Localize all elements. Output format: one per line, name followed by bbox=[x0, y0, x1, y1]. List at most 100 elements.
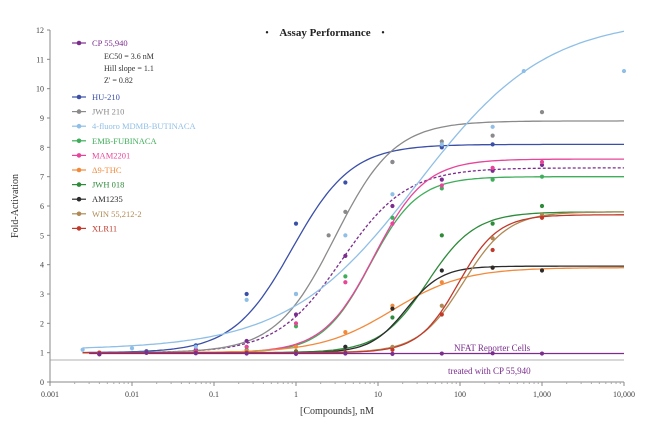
stat-hill-slope: Hill slope = 1.1 bbox=[104, 64, 154, 73]
legend-label: WIN 55,212-2 bbox=[92, 209, 142, 219]
data-point bbox=[244, 297, 249, 302]
title-bullet-left: • bbox=[265, 28, 269, 39]
data-point bbox=[343, 280, 348, 285]
x-tick-label: 0.001 bbox=[41, 390, 59, 399]
data-point bbox=[390, 203, 395, 209]
annotation: NFAT Reporter Cells treated with CP 55,9… bbox=[448, 343, 531, 376]
x-tick-label: 1 bbox=[294, 390, 298, 399]
x-tick-label: 0.1 bbox=[209, 390, 219, 399]
data-point bbox=[490, 142, 495, 147]
data-point bbox=[343, 253, 348, 258]
data-point bbox=[293, 291, 299, 297]
data-point bbox=[244, 351, 249, 356]
data-point bbox=[439, 139, 444, 144]
data-point bbox=[343, 209, 348, 214]
legend-marker bbox=[76, 40, 82, 46]
legend-label: JWH 018 bbox=[92, 180, 124, 190]
data-point bbox=[539, 110, 545, 115]
fit-curve bbox=[82, 267, 624, 354]
data-point bbox=[439, 351, 444, 356]
data-point bbox=[390, 351, 395, 356]
legend-marker bbox=[76, 211, 82, 217]
legend-label: JWH 210 bbox=[92, 107, 124, 117]
y-tick-label: 2 bbox=[40, 319, 44, 328]
data-point bbox=[244, 344, 249, 349]
data-point bbox=[343, 344, 348, 349]
data-point bbox=[490, 168, 495, 173]
data-point bbox=[80, 347, 85, 352]
stat-z-prime: Z' = 0.82 bbox=[104, 76, 133, 85]
fit-curve bbox=[82, 158, 624, 354]
legend-marker bbox=[76, 226, 82, 231]
data-point bbox=[621, 68, 627, 74]
data-point bbox=[490, 351, 495, 356]
legend-marker bbox=[76, 167, 82, 173]
y-tick-label: 10 bbox=[36, 85, 44, 94]
title-bullet-right: • bbox=[381, 28, 385, 39]
y-tick-label: 7 bbox=[40, 173, 44, 182]
data-point bbox=[439, 177, 444, 182]
data-point bbox=[193, 344, 198, 349]
data-point bbox=[343, 233, 348, 238]
data-point bbox=[343, 330, 348, 335]
data-point bbox=[490, 221, 495, 226]
data-point bbox=[390, 192, 395, 197]
chart-title: • Assay Performance • bbox=[265, 27, 385, 39]
legend-label: MAM2201 bbox=[92, 150, 130, 160]
data-point bbox=[490, 265, 495, 270]
annotation-line-1: NFAT Reporter Cells bbox=[454, 343, 531, 353]
y-axis-label: Fold-Activation bbox=[10, 174, 21, 238]
legend-label: Δ9-THC bbox=[92, 165, 122, 175]
data-point bbox=[539, 174, 545, 179]
data-point bbox=[539, 215, 545, 220]
data-point bbox=[390, 221, 395, 226]
data-point bbox=[97, 352, 102, 357]
legend-label: XLR11 bbox=[92, 223, 117, 233]
data-point bbox=[490, 124, 495, 129]
data-point bbox=[390, 159, 395, 165]
data-point bbox=[490, 177, 495, 182]
data-point bbox=[439, 183, 444, 188]
data-point bbox=[439, 268, 444, 273]
data-point bbox=[293, 351, 299, 356]
x-tick-label: 10,000 bbox=[613, 390, 635, 399]
data-point bbox=[144, 350, 149, 355]
data-point bbox=[539, 162, 545, 168]
data-point bbox=[343, 351, 348, 356]
data-point bbox=[539, 351, 545, 356]
data-point bbox=[539, 268, 545, 273]
x-tick-label: 1,000 bbox=[533, 390, 551, 399]
data-point bbox=[390, 215, 395, 220]
data-point bbox=[439, 280, 444, 285]
x-tick-label: 100 bbox=[454, 390, 466, 399]
legend-marker bbox=[76, 109, 82, 114]
legend-label: EMB-FUBINACA bbox=[92, 136, 158, 146]
data-point bbox=[390, 306, 395, 311]
data-point bbox=[390, 347, 395, 352]
y-tick-label: 4 bbox=[40, 261, 44, 270]
data-point bbox=[490, 165, 495, 170]
data-point bbox=[439, 186, 444, 191]
fit-curve bbox=[82, 120, 624, 354]
data-point bbox=[539, 159, 545, 165]
data-point bbox=[521, 68, 526, 74]
data-point bbox=[439, 142, 444, 147]
y-tick-label: 12 bbox=[36, 26, 44, 35]
data-point bbox=[343, 180, 348, 185]
data-point bbox=[490, 133, 495, 138]
data-point bbox=[293, 324, 299, 329]
fit-curve bbox=[82, 143, 624, 354]
data-point bbox=[490, 236, 495, 241]
y-tick-label: 6 bbox=[40, 202, 44, 211]
legend-label: 4-fluoro MDMB-BUTINACA bbox=[92, 121, 197, 131]
fit-curve bbox=[82, 265, 624, 354]
data-point bbox=[390, 315, 395, 320]
data-point bbox=[293, 221, 299, 226]
legend-marker bbox=[76, 153, 82, 158]
y-tick-label: 1 bbox=[40, 349, 44, 358]
data-points bbox=[80, 68, 627, 357]
y-tick-label: 8 bbox=[40, 143, 44, 152]
data-point bbox=[490, 247, 495, 253]
data-point bbox=[293, 344, 299, 349]
